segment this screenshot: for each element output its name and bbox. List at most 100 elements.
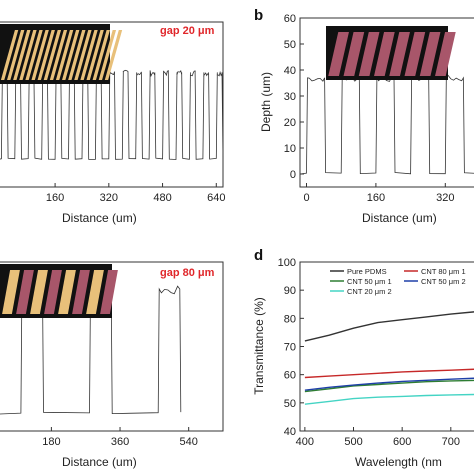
panel-d-ticks: 400 500 600 700 40 50 60 70 80 90 100: [278, 257, 460, 448]
panel-b-inset: [326, 26, 456, 80]
panel-b-xlabel: Distance (um): [362, 211, 437, 225]
panel-c-inset-stripe: [16, 270, 34, 314]
panel-a-inset-stripe: [25, 30, 43, 80]
panel-c-inset-stripe: [58, 270, 76, 314]
panel-b-inset-stripe: [435, 32, 456, 76]
panel-c-inset: [0, 264, 118, 318]
panel-a-inset: [0, 24, 123, 84]
panel-a-inset-stripe: [98, 30, 117, 80]
panel-b-xtick-label: 320: [436, 192, 454, 204]
panel-c-inset-stripe: [72, 270, 90, 314]
panel-b-ytick-label: 50: [284, 39, 296, 51]
panel-c-xtick-label: 540: [179, 436, 197, 448]
panel-b-ytick-label: 60: [284, 13, 296, 25]
panel-b-inset-stripe: [374, 32, 395, 76]
panel-a-annotation: gap 20 μm: [160, 25, 215, 37]
panel-d-ytick-label: 80: [284, 313, 296, 325]
panel-d-xtick-label: 400: [296, 436, 314, 448]
panel-a-inset-stripe: [13, 30, 31, 80]
panel-b-inset-stripe: [389, 32, 410, 76]
panel-d-legend-label: CNT 80 μm 1: [421, 267, 466, 276]
panel-b-frame: [299, 17, 474, 188]
panel-b-inset-stripe: [343, 32, 365, 76]
panel-c-inset-stripe: [44, 270, 62, 314]
panel-b-inset-stripe: [358, 32, 380, 76]
panel-a-xlabel: Distance (um): [62, 211, 137, 225]
panel-c-frame: [0, 261, 224, 432]
panel-a-inset-stripe: [104, 30, 123, 80]
panel-d-series-line: [304, 311, 474, 342]
panel-d-series: [304, 311, 474, 405]
panel-c-xtick-label: 360: [111, 436, 129, 448]
panel-c-inset-stripe: [86, 270, 104, 314]
panel-d-ytick-label: 100: [278, 257, 296, 269]
panel-b-ytick-label: 10: [284, 143, 296, 155]
panel-a-frame: [0, 21, 224, 188]
panel-b-xtick-label: 160: [367, 192, 385, 204]
panel-d-series-line: [304, 377, 474, 391]
panel-a-inset-stripe: [19, 30, 37, 80]
panel-a-inset-stripe: [74, 30, 92, 80]
panel-a-inset-stripe: [68, 30, 86, 80]
panel-a-inset-stripe: [62, 30, 80, 80]
panel-d-xtick-label: 500: [344, 436, 362, 448]
panel-d-ytick-label: 60: [284, 370, 296, 382]
panel-a-inset-stripe: [7, 30, 25, 80]
panel-d-legend-label: CNT 20 μm 2: [347, 287, 392, 296]
panel-d-legend: Pure PDMS CNT 80 μm 1 CNT 50 μm 1 CNT 50 μm…: [330, 267, 466, 296]
panel-b-inset-stripe: [419, 32, 441, 76]
panel-d: d 400 500 600 700 40 50 60 70 80 90 100 Transmitta…: [252, 247, 474, 469]
panel-b-trace: [299, 74, 474, 175]
panel-c-annotation: gap 80 μm: [160, 267, 215, 279]
panel-a: 160 320 480 640 gap 20 μm Distance (um): [0, 21, 225, 225]
panel-a-inset-stripe: [80, 30, 98, 80]
panel-d-ylabel: Transmittance (%): [252, 297, 266, 395]
panel-d-ytick-label: 40: [284, 426, 296, 438]
panel-a-inset-stripe: [0, 30, 19, 80]
panel-b-inset-stripe: [404, 32, 426, 76]
panel-a-xtick-label: 640: [207, 192, 225, 204]
panel-b-ytick-label: 30: [284, 91, 296, 103]
panel-d-legend-label: Pure PDMS: [347, 267, 387, 276]
panel-c-xlabel: Distance (um): [62, 455, 137, 469]
panel-a-xtick-label: 160: [46, 192, 64, 204]
panel-d-ytick-label: 70: [284, 342, 296, 354]
panel-d-legend-label: CNT 50 μm 1: [347, 277, 392, 286]
panel-a-inset-stripe: [92, 30, 110, 80]
panel-b-ytick-label: 20: [284, 117, 296, 129]
panel-b-ytick-label: 0: [290, 169, 296, 181]
panel-c-ticks: 180 360 540: [42, 427, 198, 448]
panel-d-letter: d: [254, 247, 263, 264]
panel-a-inset-stripe: [49, 30, 68, 80]
panel-d-ytick-label: 50: [284, 398, 296, 410]
panel-a-inset-stripe: [37, 30, 55, 80]
panel-c-inset-stripe: [100, 270, 118, 314]
panel-a-xtick-label: 320: [100, 192, 118, 204]
panel-a-xtick-label: 480: [153, 192, 171, 204]
panel-b-ylabel: Depth (um): [259, 72, 273, 132]
panel-d-xtick-label: 700: [442, 436, 460, 448]
panel-b-letter: b: [254, 7, 263, 24]
panel-a-inset-stripe: [31, 30, 49, 80]
panel-d-xtick-label: 600: [393, 436, 411, 448]
panel-c-inset-stripe: [2, 270, 20, 314]
panel-d-series-line: [304, 368, 474, 379]
panel-b: b 0 160 320 0 10 20 30 40 50 60 Depth (um) Distan…: [254, 7, 474, 225]
panel-d-xlabel: Wavelength (nm: [355, 455, 442, 469]
panel-d-series-line: [304, 379, 474, 393]
panel-a-inset-stripe: [55, 30, 74, 80]
panel-a-inset-bg: [0, 24, 110, 84]
panel-b-ytick-label: 40: [284, 65, 296, 77]
panel-b-inset-stripe: [328, 32, 349, 76]
panel-c-xtick-label: 180: [42, 436, 60, 448]
panel-a-inset-stripe: [86, 30, 104, 80]
panel-b-ticks: 0 160 320 0 10 20 30 40 50 60: [284, 13, 455, 204]
panel-d-legend-label: CNT 50 μm 2: [421, 277, 466, 286]
panel-d-ytick-label: 90: [284, 285, 296, 297]
panel-d-series-line: [304, 393, 474, 405]
panel-c-inset-stripe: [30, 270, 48, 314]
panel-a-ticks: 160 320 480 640: [46, 183, 225, 204]
panel-b-xtick-label: 0: [303, 192, 309, 204]
panel-c: 180 360 540 gap 80 μm Distance (um): [0, 261, 224, 469]
